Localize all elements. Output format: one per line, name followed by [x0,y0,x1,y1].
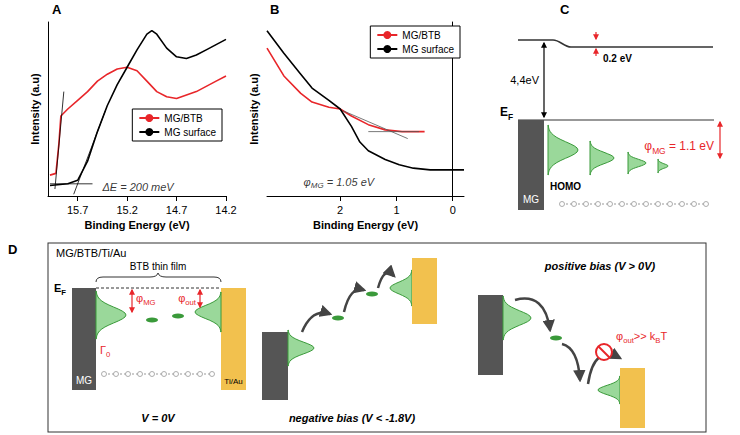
svg-text:0: 0 [450,204,456,216]
svg-text:0.2 eV: 0.2 eV [603,53,632,64]
svg-text:φ: φ [304,176,311,188]
svg-text:C: C [560,2,570,17]
svg-text:MG: MG [523,194,539,205]
svg-text:φMG = 1.1 eV: φMG = 1.1 eV [644,139,714,156]
svg-text:15.2: 15.2 [116,204,137,216]
svg-text:negative bias (V < -1.8V): negative bias (V < -1.8V) [289,412,416,424]
svg-text:φout: φout [178,292,197,307]
svg-text:2: 2 [337,204,343,216]
svg-text:MG/BTB/Ti/Au: MG/BTB/Ti/Au [56,247,127,259]
svg-text:B: B [270,2,279,17]
svg-text:4,4eV: 4,4eV [510,74,539,86]
svg-text:A: A [52,2,62,17]
svg-text:φMG: φMG [136,292,156,307]
svg-text:Binding Energy (eV): Binding Energy (eV) [84,219,189,231]
svg-text:MG: MG [311,181,324,190]
svg-text:Γ0: Γ0 [100,344,110,359]
svg-text:MG: MG [76,375,92,386]
svg-text:ΔE = 200 meV: ΔE = 200 meV [101,181,175,193]
svg-text:EF: EF [500,105,513,122]
svg-text:14.7: 14.7 [166,204,187,216]
svg-text:positive bias (V > 0V): positive bias (V > 0V) [544,260,656,272]
svg-text:Binding Energy (eV): Binding Energy (eV) [313,219,418,231]
svg-text:HOMO: HOMO [550,181,581,192]
svg-text:MG surface: MG surface [164,127,216,138]
svg-text:MG/BTB: MG/BTB [402,30,441,41]
svg-text:Intensity (a.u): Intensity (a.u) [248,73,260,145]
svg-text:14.2: 14.2 [215,204,236,216]
svg-text:BTB thin film: BTB thin film [130,261,187,272]
svg-text:MG surface: MG surface [402,44,454,55]
svg-text:φout>> kBT: φout>> kBT [616,330,667,345]
svg-text:= 1.05 eV: = 1.05 eV [324,176,376,188]
svg-text:MG/BTB: MG/BTB [164,113,203,124]
svg-text:V = 0V: V = 0V [141,412,176,424]
svg-text:15.7: 15.7 [67,204,88,216]
svg-text:1: 1 [393,204,399,216]
svg-text:D: D [8,242,17,257]
svg-text:Ti/Au: Ti/Au [224,377,242,386]
svg-text:Intensity (a.u): Intensity (a.u) [29,73,41,145]
svg-text:EF: EF [54,282,66,297]
